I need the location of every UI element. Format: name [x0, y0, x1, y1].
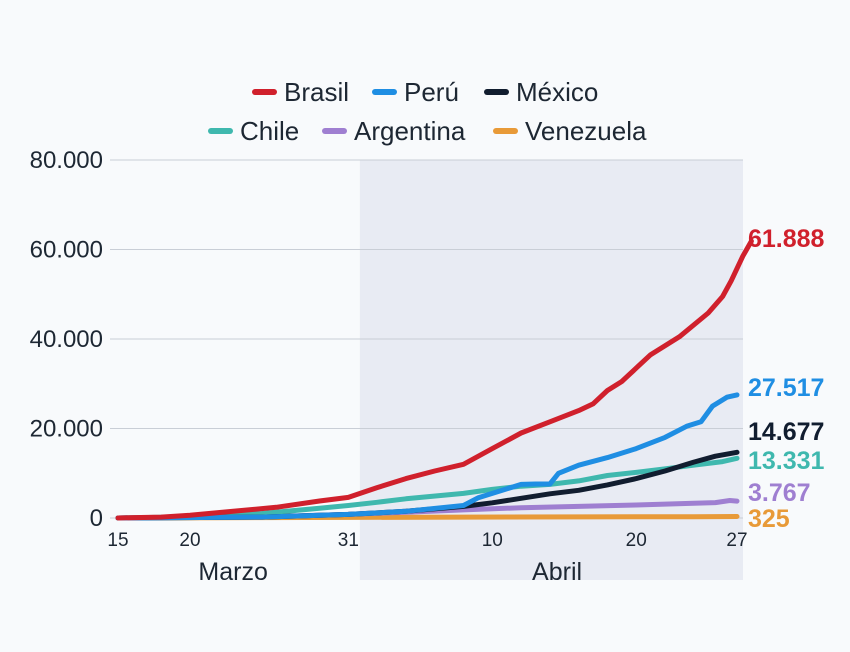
legend-label-méxico: México	[516, 77, 598, 107]
end-label-brasil: 61.888	[748, 225, 825, 253]
x-tick-label: 10	[482, 530, 503, 551]
end-label-argentina: 3.767	[748, 479, 811, 507]
y-tick-label: 60.000	[30, 237, 103, 264]
month-labels: Marzo Abril	[198, 558, 582, 586]
legend-label-brasil: Brasil	[284, 77, 349, 107]
series-lines	[115, 238, 754, 521]
legend-label-venezuela: Venezuela	[525, 116, 647, 146]
x-tick-label: 20	[626, 530, 647, 551]
series-line-perú	[115, 392, 740, 521]
x-tick-label: 20	[179, 530, 200, 551]
y-axis-labels: 0 20.000 40.000 60.000 80.000	[30, 147, 103, 532]
end-label-chile: 13.331	[748, 447, 825, 475]
month-label: Abril	[532, 558, 582, 586]
x-axis-labels: 15 20 31 10 20 27	[107, 530, 747, 551]
y-tick-label: 40.000	[30, 326, 103, 353]
series-line-brasil	[115, 238, 754, 521]
end-label-perú: 27.517	[748, 374, 824, 402]
legend-label-perú: Perú	[404, 77, 459, 107]
x-tick-label: 27	[726, 530, 747, 551]
month-label: Marzo	[198, 558, 267, 586]
legend: Brasil Perú México Chile Argentina Venezuela	[208, 77, 647, 146]
y-tick-label: 80.000	[30, 147, 103, 174]
legend-label-chile: Chile	[240, 116, 299, 146]
legend-label-argentina: Argentina	[354, 116, 466, 146]
y-tick-label: 0	[90, 505, 103, 532]
x-tick-label: 31	[338, 530, 359, 551]
end-label-méxico: 14.677	[748, 418, 824, 446]
y-tick-label: 20.000	[30, 416, 103, 443]
end-label-venezuela: 325	[748, 505, 790, 533]
x-tick-label: 15	[107, 530, 128, 551]
